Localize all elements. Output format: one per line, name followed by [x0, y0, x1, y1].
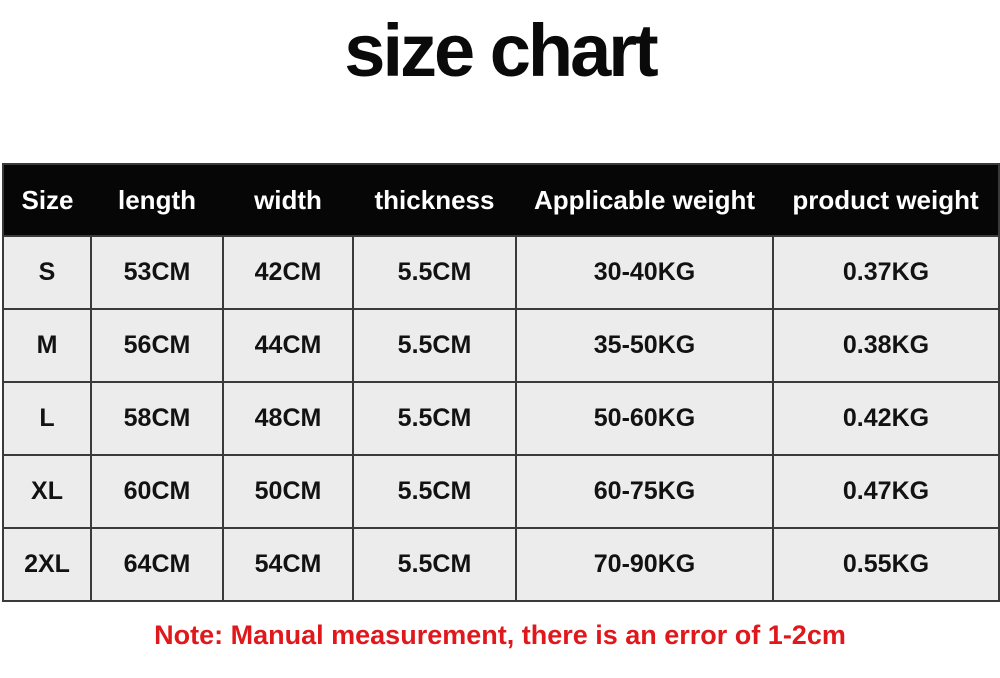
table-row-l: L 58CM 48CM 5.5CM 50-60KG 0.42KG: [2, 381, 1000, 456]
cell-size: 2XL: [2, 527, 92, 602]
cell-applicable-weight: 35-50KG: [515, 308, 774, 383]
cell-length: 64CM: [90, 527, 224, 602]
cell-size: M: [2, 308, 92, 383]
cell-size: S: [2, 235, 92, 310]
cell-width: 48CM: [222, 381, 354, 456]
cell-product-weight: 0.55KG: [772, 527, 1000, 602]
column-header-length: length: [91, 164, 223, 236]
column-header-size: Size: [3, 164, 91, 236]
cell-product-weight: 0.47KG: [772, 454, 1000, 529]
cell-thickness: 5.5CM: [352, 235, 517, 310]
cell-thickness: 5.5CM: [352, 381, 517, 456]
table-row-2xl: 2XL 64CM 54CM 5.5CM 70-90KG 0.55KG: [2, 527, 1000, 602]
measurement-note: Note: Manual measurement, there is an er…: [154, 620, 846, 650]
column-header-product-weight: product weight: [773, 164, 999, 236]
table-row-m: M 56CM 44CM 5.5CM 35-50KG 0.38KG: [2, 308, 1000, 383]
cell-product-weight: 0.37KG: [772, 235, 1000, 310]
cell-size: L: [2, 381, 92, 456]
cell-applicable-weight: 30-40KG: [515, 235, 774, 310]
cell-product-weight: 0.42KG: [772, 381, 1000, 456]
table-row-s: S 53CM 42CM 5.5CM 30-40KG 0.37KG: [2, 235, 1000, 310]
cell-length: 60CM: [90, 454, 224, 529]
cell-width: 44CM: [222, 308, 354, 383]
cell-thickness: 5.5CM: [352, 308, 517, 383]
column-header-width: width: [223, 164, 353, 236]
column-header-thickness: thickness: [353, 164, 516, 236]
size-chart-table: Size length width thickness Applicable w…: [2, 163, 1000, 602]
cell-applicable-weight: 60-75KG: [515, 454, 774, 529]
cell-applicable-weight: 70-90KG: [515, 527, 774, 602]
cell-length: 58CM: [90, 381, 224, 456]
cell-product-weight: 0.38KG: [772, 308, 1000, 383]
cell-size: XL: [2, 454, 92, 529]
column-header-applicable-weight: Applicable weight: [516, 164, 773, 236]
cell-width: 54CM: [222, 527, 354, 602]
page-title: size chart: [344, 9, 658, 92]
table-row-xl: XL 60CM 50CM 5.5CM 60-75KG 0.47KG: [2, 454, 1000, 529]
cell-thickness: 5.5CM: [352, 454, 517, 529]
cell-width: 42CM: [222, 235, 354, 310]
cell-width: 50CM: [222, 454, 354, 529]
cell-length: 53CM: [90, 235, 224, 310]
cell-applicable-weight: 50-60KG: [515, 381, 774, 456]
table-header-row: Size length width thickness Applicable w…: [3, 164, 999, 236]
cell-length: 56CM: [90, 308, 224, 383]
cell-thickness: 5.5CM: [352, 527, 517, 602]
